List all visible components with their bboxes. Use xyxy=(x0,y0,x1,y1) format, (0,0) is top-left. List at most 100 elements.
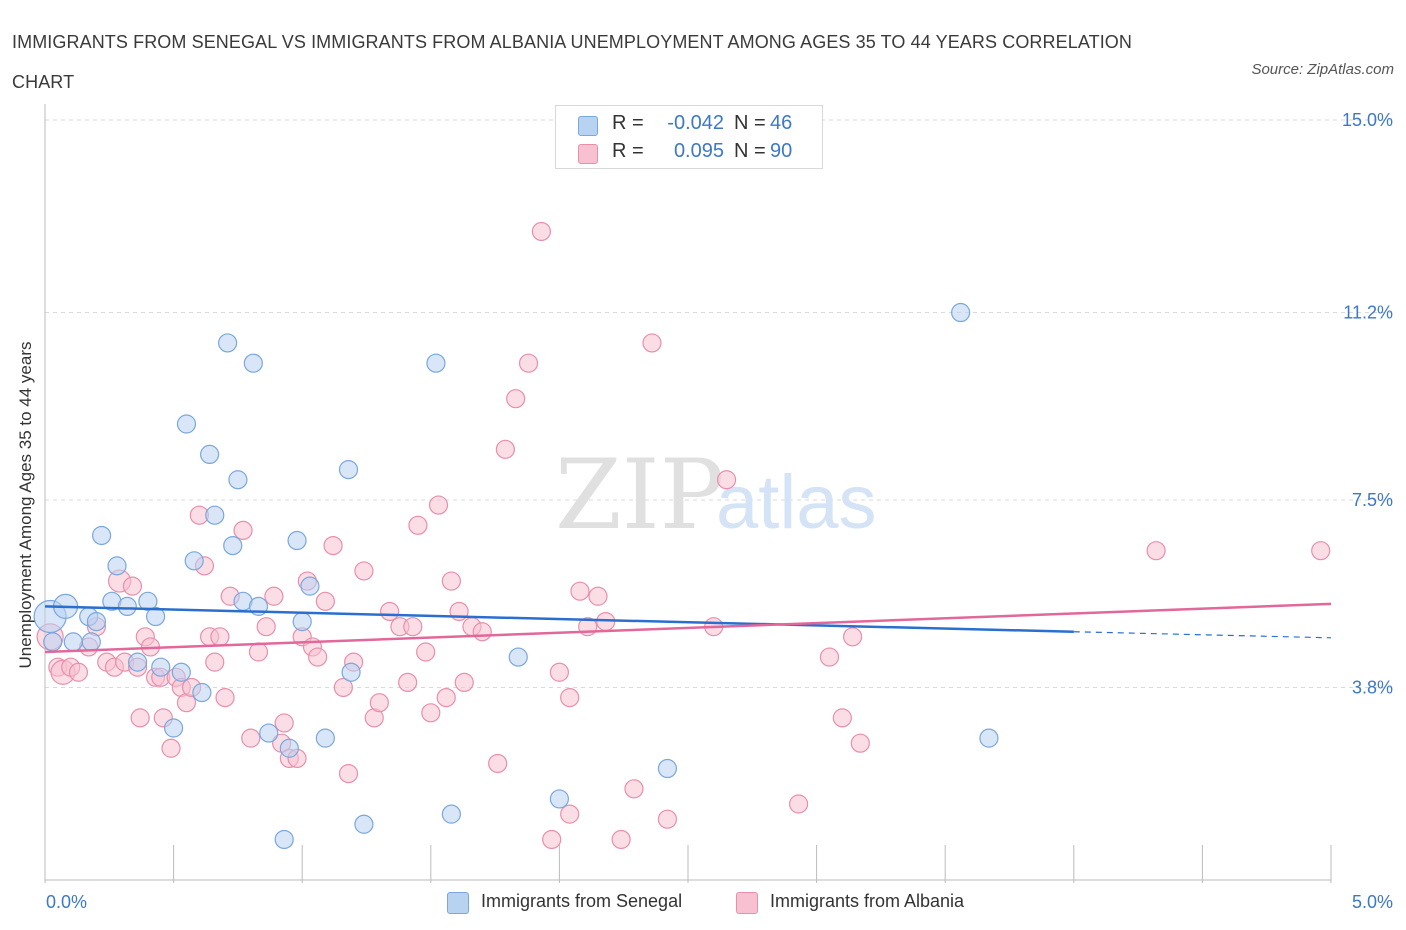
senegal-swatch xyxy=(578,116,598,136)
senegal-point xyxy=(63,632,83,652)
senegal-point xyxy=(127,652,148,672)
albania-point xyxy=(549,662,570,682)
senegal-points xyxy=(33,302,999,850)
albania-point xyxy=(441,571,461,591)
senegal-point xyxy=(274,829,294,850)
senegal-point xyxy=(151,657,171,677)
correlation-legend: R = -0.042 N = 46 R = 0.095 N = 90 xyxy=(555,105,823,169)
albania-point xyxy=(611,829,631,850)
r-label: R = xyxy=(612,112,644,134)
senegal-point xyxy=(107,556,127,576)
senegal-point xyxy=(205,505,225,525)
albania-point xyxy=(122,576,143,596)
albania-point xyxy=(1146,541,1166,561)
senegal-point xyxy=(341,662,361,682)
albania-point xyxy=(403,617,423,637)
y-tick-label: 7.5% xyxy=(1352,490,1393,510)
albania-point xyxy=(248,642,269,662)
chart-title: IMMIGRANTS FROM SENEGAL VS IMMIGRANTS FR… xyxy=(12,32,1132,92)
r-label: R = xyxy=(612,140,644,162)
albania-point xyxy=(210,627,230,647)
senegal-point xyxy=(259,723,279,743)
albania-point xyxy=(495,439,515,459)
albania-point xyxy=(315,591,335,611)
y-tick-label: 11.2% xyxy=(1343,303,1393,323)
albania-point xyxy=(130,708,150,728)
senegal-point xyxy=(200,444,220,464)
albania-point xyxy=(308,647,328,667)
senegal-point xyxy=(164,718,184,738)
albania-point xyxy=(560,804,580,824)
r-value: 0.095 xyxy=(673,140,724,162)
albania-point xyxy=(570,581,590,601)
senegal-point xyxy=(549,789,570,809)
senegal-point xyxy=(657,758,678,779)
senegal-point xyxy=(951,302,971,323)
albania-point xyxy=(454,672,474,693)
r-value: -0.042 xyxy=(667,112,724,134)
albania-point xyxy=(421,703,441,723)
albania-point xyxy=(624,779,644,799)
albania-point xyxy=(323,535,343,556)
senegal-swatch xyxy=(447,892,469,914)
albania-point xyxy=(843,627,863,647)
albania-point xyxy=(850,733,870,753)
albania-point xyxy=(518,353,539,373)
albania-point xyxy=(241,728,261,748)
albania-point xyxy=(506,389,526,409)
senegal-point xyxy=(292,611,312,632)
n-value: 46 xyxy=(770,112,793,134)
albania-point xyxy=(1311,541,1331,561)
senegal-point xyxy=(287,530,307,551)
senegal-point xyxy=(171,662,191,682)
albania-point xyxy=(274,713,294,733)
albania-point xyxy=(380,601,400,622)
albania-point xyxy=(588,586,608,606)
albania-point xyxy=(657,809,678,829)
albania-point xyxy=(416,642,436,662)
albania-point xyxy=(354,561,374,581)
senegal-point xyxy=(508,647,528,667)
senegal-point xyxy=(426,353,446,373)
senegal-point xyxy=(218,333,238,353)
albania-point xyxy=(488,753,508,774)
x-tick-label: 0.0% xyxy=(46,892,87,912)
senegal-point xyxy=(315,728,335,748)
senegal-trend-extension xyxy=(1073,631,1332,639)
albania-point xyxy=(642,333,662,353)
n-label: N = xyxy=(734,112,766,134)
tick-labels: 3.8% 7.5% 11.2% 15.0% 0.0% 5.0% xyxy=(46,110,1393,912)
albania-swatch xyxy=(736,892,758,914)
senegal-point xyxy=(81,632,101,652)
albania-point xyxy=(398,672,418,693)
trend-lines xyxy=(44,602,1332,654)
albania-point xyxy=(788,794,809,814)
y-tick-label: 15.0% xyxy=(1342,110,1393,130)
n-value: 90 xyxy=(770,140,793,162)
albania-point xyxy=(560,687,580,708)
n-label: N = xyxy=(734,140,766,162)
senegal-point xyxy=(354,814,374,834)
albania-swatch xyxy=(578,144,598,164)
albania-point xyxy=(531,221,551,242)
x-tick-label: 5.0% xyxy=(1352,892,1393,912)
albania-point xyxy=(542,829,562,850)
albania-point xyxy=(408,515,428,535)
y-tick-label: 3.8% xyxy=(1352,677,1393,697)
senegal-trend-line xyxy=(44,605,1074,633)
legend-label: Immigrants from Senegal xyxy=(481,891,683,911)
senegal-point xyxy=(145,606,166,627)
albania-point xyxy=(161,738,181,758)
albania-point xyxy=(472,622,492,642)
albania-point xyxy=(428,495,449,515)
albania-point xyxy=(338,763,359,784)
albania-point xyxy=(819,647,840,667)
albania-point xyxy=(215,687,235,708)
senegal-point xyxy=(176,414,197,434)
senegal-point xyxy=(117,596,137,617)
senegal-point xyxy=(979,728,999,748)
senegal-point xyxy=(300,576,320,596)
senegal-point xyxy=(223,535,243,556)
senegal-point xyxy=(338,460,359,480)
